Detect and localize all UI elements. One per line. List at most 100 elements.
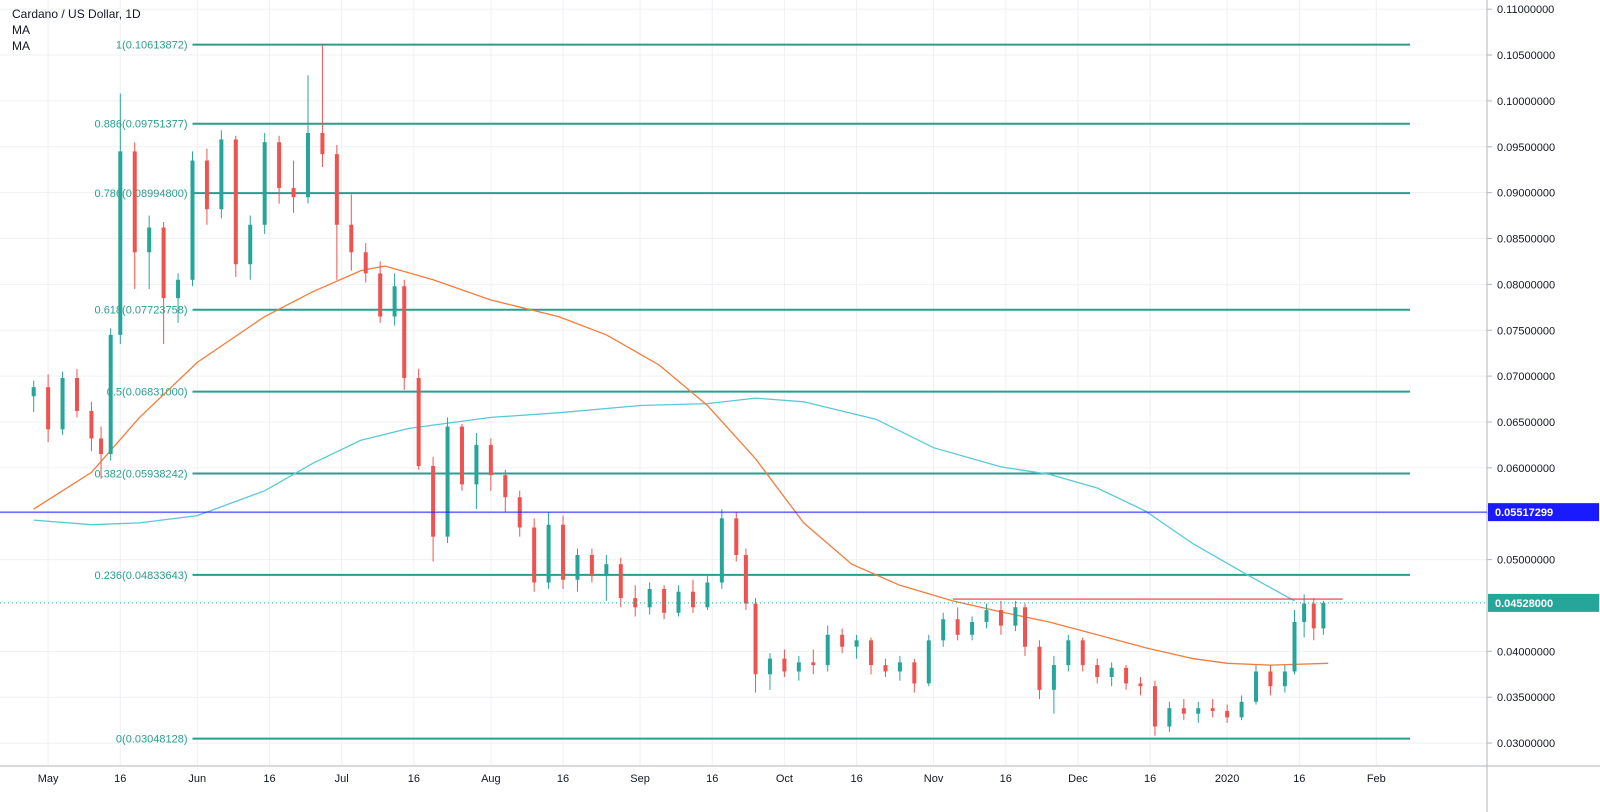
candle-body — [132, 151, 137, 253]
candle-body — [363, 252, 368, 274]
candle-body — [1302, 603, 1307, 622]
candle-body — [633, 598, 638, 608]
y-tick-label: 0.07000000 — [1497, 371, 1555, 383]
x-tick-label: Aug — [481, 773, 501, 785]
candle-body — [647, 588, 652, 608]
candle-body — [291, 188, 296, 198]
y-tick-label: 0.10000000 — [1497, 96, 1555, 108]
candle-body — [46, 387, 51, 430]
candle-body — [1109, 667, 1114, 678]
candle-body — [734, 518, 739, 556]
candle-body — [219, 139, 224, 210]
candle-body — [1181, 708, 1186, 714]
y-tick-label: 0.06000000 — [1497, 463, 1555, 475]
candle-body — [262, 142, 267, 225]
candle-body — [796, 662, 801, 672]
candle-body — [970, 621, 975, 635]
y-tick-label: 0.09500000 — [1497, 142, 1555, 154]
x-tick-label: Oct — [776, 773, 793, 785]
fib-level-label: 0.786(0.08994800) — [95, 188, 188, 200]
candle-body — [459, 426, 464, 485]
candle-body — [719, 518, 724, 583]
y-tick-label: 0.09000000 — [1497, 188, 1555, 200]
candle-body — [60, 377, 65, 430]
candle-body — [705, 582, 710, 608]
candle-body — [108, 334, 113, 455]
candle-body — [334, 154, 339, 225]
candle-body — [349, 224, 354, 253]
candle-body — [1080, 640, 1085, 666]
candle-body — [1254, 671, 1259, 702]
candle-body — [662, 588, 667, 613]
candle-body — [1210, 708, 1215, 711]
candle-body — [503, 475, 508, 498]
candle-body — [99, 438, 104, 455]
candle-body — [840, 634, 845, 647]
candle-body — [897, 662, 902, 672]
candle-body — [161, 227, 166, 299]
candle-body — [1225, 710, 1230, 718]
y-tick-label: 0.07500000 — [1497, 325, 1555, 337]
fib-level-label: 0.618(0.07723758) — [95, 305, 188, 317]
fib-level-label: 1(0.10613872) — [116, 40, 188, 52]
candle-body — [1167, 708, 1172, 727]
support-price-tag — [1488, 503, 1599, 522]
candle-body — [488, 444, 493, 476]
candle-body — [320, 133, 325, 155]
candle-body — [118, 151, 123, 335]
candle-body — [277, 142, 282, 189]
candle-body — [912, 662, 917, 684]
candle-body — [1013, 607, 1018, 626]
candle-body — [618, 564, 623, 599]
candle-body — [402, 286, 407, 378]
candle-body — [305, 133, 310, 198]
x-tick-label: 16 — [263, 773, 275, 785]
candle-body — [561, 524, 566, 580]
candle-body — [1268, 671, 1273, 687]
candle-body — [1095, 665, 1100, 678]
candle-body — [854, 640, 859, 647]
candle-body — [589, 555, 594, 577]
candle-body — [998, 610, 1003, 626]
candle-body — [74, 377, 79, 411]
support-price-label: 0.05517299 — [1495, 507, 1553, 519]
x-tick-label: Jun — [188, 773, 206, 785]
candle-body — [1152, 686, 1157, 727]
candle-body — [204, 160, 209, 210]
candle-body — [926, 640, 931, 684]
candle-body — [416, 377, 421, 467]
candle-body — [767, 658, 772, 675]
y-tick-label: 0.08000000 — [1497, 279, 1555, 291]
candle-body — [176, 279, 181, 299]
x-tick-label: 16 — [1293, 773, 1305, 785]
chart-legend: Cardano / US Dollar, 1D MA MA — [12, 6, 141, 54]
candle-body — [883, 665, 888, 672]
candle-body — [1124, 667, 1129, 684]
candle-body — [575, 555, 580, 580]
y-tick-label: 0.11000000 — [1497, 4, 1554, 16]
x-tick-label: Jul — [335, 773, 349, 785]
candle-body — [190, 160, 195, 280]
candle-body — [431, 466, 436, 537]
x-tick-label: 16 — [408, 773, 420, 785]
fib-level-label: 0.5(0.06831000) — [107, 387, 188, 399]
y-tick-label: 0.06500000 — [1497, 417, 1555, 429]
candle-body — [955, 619, 960, 635]
candle-body — [532, 527, 537, 583]
x-tick-label: 16 — [706, 773, 718, 785]
x-tick-label: Nov — [924, 773, 944, 785]
fib-level-label: 0.886(0.09751377) — [95, 119, 188, 131]
x-tick-label: 16 — [114, 773, 126, 785]
ma-fast-line — [33, 265, 1329, 666]
candle-body — [1066, 640, 1071, 666]
fib-level-label: 0(0.03048128) — [116, 734, 188, 746]
ma-slow-line — [33, 397, 1295, 602]
candle-body — [233, 139, 238, 265]
candle-body — [753, 603, 758, 675]
x-tick-label: May — [38, 773, 59, 785]
candle-body — [984, 610, 989, 622]
y-tick-label: 0.08500000 — [1497, 234, 1555, 246]
x-tick-label: 2020 — [1215, 773, 1239, 785]
candle-body — [1023, 607, 1028, 647]
